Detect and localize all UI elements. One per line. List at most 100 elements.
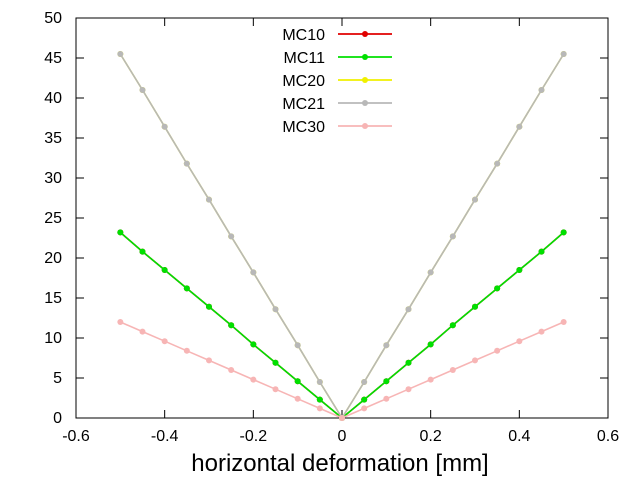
data-point <box>560 229 567 236</box>
data-point <box>560 51 567 57</box>
data-point <box>361 379 368 385</box>
data-point <box>206 303 212 310</box>
data-point <box>361 396 368 403</box>
data-point <box>516 267 523 273</box>
plot-frame <box>75 17 609 419</box>
data-point <box>183 160 190 167</box>
data-point <box>117 229 124 236</box>
y-tick-label: 15 <box>44 290 62 307</box>
y-tick-label: 5 <box>53 370 62 387</box>
legend-item: MC21 <box>282 96 392 113</box>
data-point <box>383 342 390 349</box>
legend-label: MC21 <box>282 96 325 113</box>
data-point <box>538 328 545 335</box>
data-point <box>250 341 257 348</box>
legend-swatch-marker <box>362 31 368 37</box>
data-point <box>472 303 478 310</box>
data-point <box>272 386 279 393</box>
legend-item: MC11 <box>284 50 392 67</box>
data-point <box>538 248 545 255</box>
series-line <box>119 231 565 420</box>
data-point <box>405 306 412 313</box>
series-mc21 <box>117 51 567 421</box>
data-point <box>427 269 434 276</box>
data-point <box>139 328 146 335</box>
x-axis: -0.6 -0.4 -0.2 0 0.2 0.4 0.6 <box>62 18 619 445</box>
legend-swatch-marker <box>362 100 368 106</box>
x-tick-label: 0.4 <box>508 428 530 445</box>
x-tick-label: -0.2 <box>240 428 268 445</box>
legend-item: MC30 <box>282 119 392 136</box>
data-point <box>538 87 545 93</box>
x-tick-label: -0.4 <box>151 428 179 445</box>
data-point <box>449 367 456 373</box>
y-tick-label: 30 <box>44 170 62 187</box>
series-mc20 <box>117 51 567 421</box>
legend-label: MC10 <box>282 27 325 44</box>
data-point <box>183 285 190 292</box>
y-tick-label: 10 <box>44 330 62 347</box>
data-point <box>139 248 146 255</box>
y-tick-label: 45 <box>44 50 62 67</box>
data-point <box>427 376 434 383</box>
data-point <box>494 285 501 292</box>
data-point <box>494 347 501 354</box>
data-point <box>449 233 456 240</box>
data-point <box>316 379 323 385</box>
data-point <box>405 359 412 366</box>
y-tick-label: 35 <box>44 130 62 147</box>
data-point <box>294 378 301 385</box>
data-point <box>272 306 279 313</box>
data-point <box>316 405 323 412</box>
data-point <box>161 123 168 130</box>
data-point <box>383 395 390 402</box>
legend-label: MC11 <box>284 50 326 67</box>
data-point <box>339 415 345 421</box>
legend: MC10 MC11 MC20 MC21 MC30 <box>282 27 392 136</box>
data-point <box>560 319 567 325</box>
data-point <box>183 347 190 354</box>
legend-item: MC20 <box>282 73 392 90</box>
y-tick-label: 20 <box>44 250 62 267</box>
series-line <box>119 53 565 420</box>
data-point <box>117 319 124 325</box>
data-point <box>250 376 257 383</box>
data-point <box>228 367 235 373</box>
x-axis-title: horizontal deformation [mm] <box>191 450 488 477</box>
plot-border <box>75 17 609 419</box>
x-tick-label: 0.6 <box>597 428 619 445</box>
series-mc10 <box>117 229 567 421</box>
data-point <box>161 267 168 273</box>
data-point <box>206 357 212 364</box>
legend-swatch-marker <box>362 54 368 60</box>
series-mc30 <box>117 319 567 421</box>
series-line <box>119 231 565 420</box>
series-mc11 <box>117 229 567 421</box>
data-point <box>206 196 212 203</box>
data-point <box>516 123 523 130</box>
data-point <box>516 338 523 345</box>
data-point <box>294 342 301 349</box>
legend-swatch-marker <box>362 77 368 83</box>
legend-swatch-marker <box>362 123 368 129</box>
legend-label: MC20 <box>282 73 325 90</box>
data-point <box>383 378 390 385</box>
data-point <box>250 269 257 276</box>
x-tick-label: 0 <box>338 428 347 445</box>
data-point <box>316 396 323 403</box>
data-point <box>405 386 412 393</box>
y-tick-label: 25 <box>44 210 62 227</box>
data-point <box>228 233 235 240</box>
y-tick-label: 50 <box>44 10 62 27</box>
legend-label: MC30 <box>282 119 325 136</box>
legend-item: MC10 <box>282 27 392 44</box>
x-tick-label: -0.6 <box>62 428 90 445</box>
y-axis: 0 5 10 15 20 25 30 35 40 45 50 <box>44 10 608 427</box>
data-point <box>228 322 235 329</box>
data-point <box>117 51 124 57</box>
data-point <box>494 160 501 167</box>
data-point <box>472 357 478 364</box>
data-point <box>427 341 434 348</box>
data-point <box>161 338 168 345</box>
